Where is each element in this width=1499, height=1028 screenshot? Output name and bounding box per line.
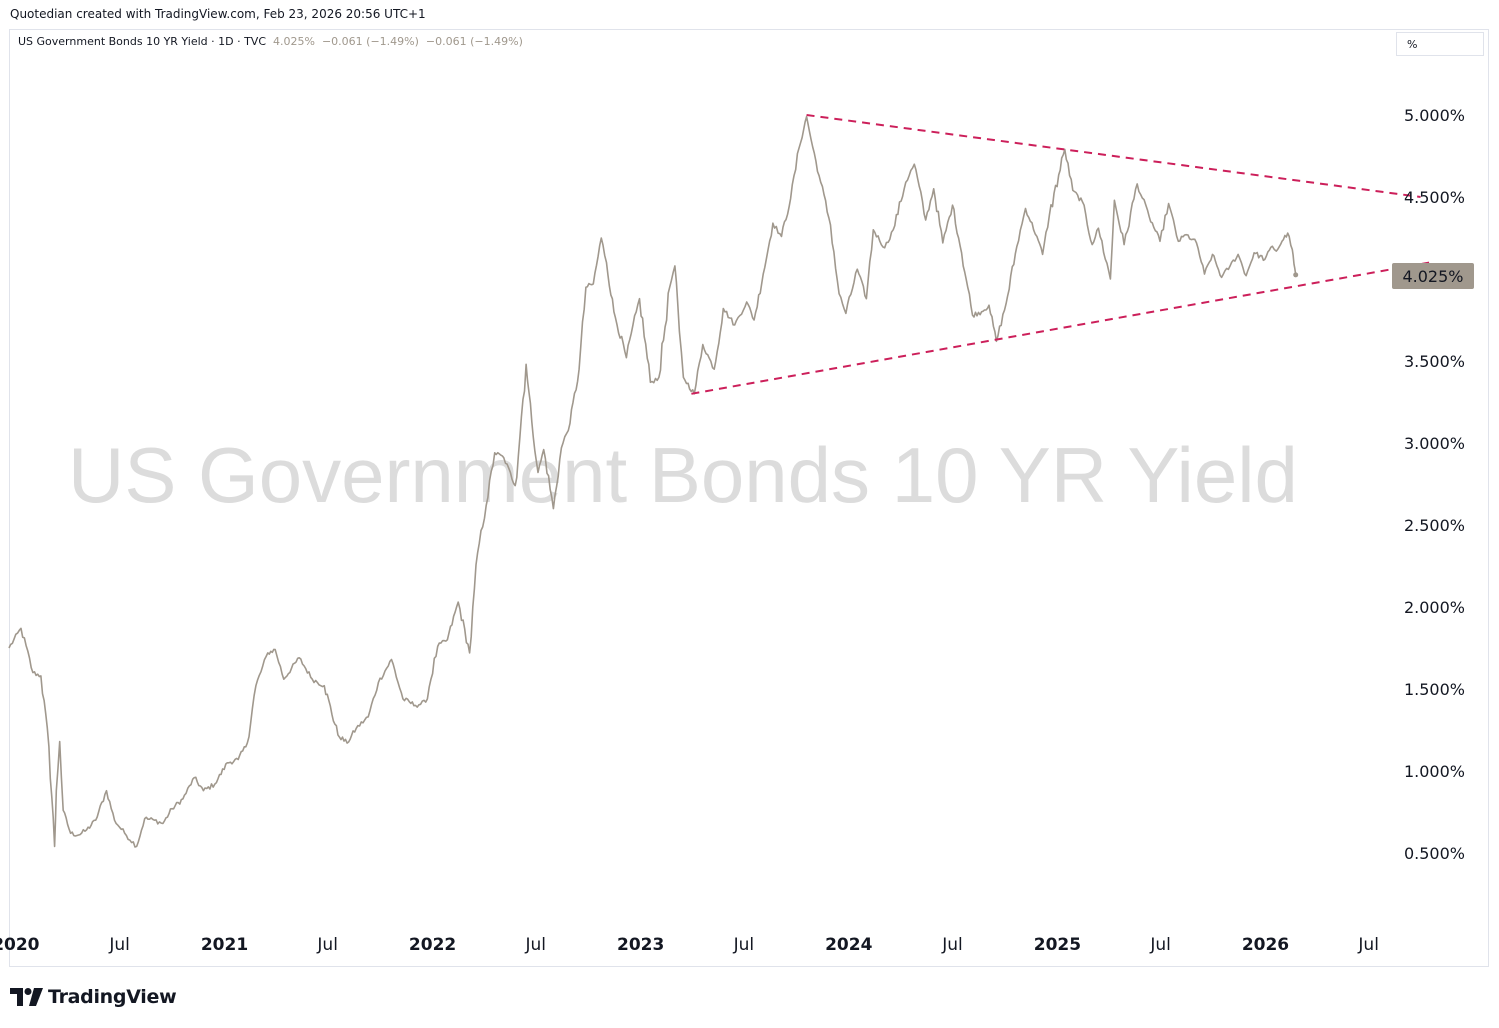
x-tick-label: Jul: [316, 935, 338, 955]
symbol-watermark: US Government Bonds 10 YR Yield: [68, 431, 1298, 519]
x-tick-label: 2022: [409, 935, 456, 955]
trendline-layer: [691, 114, 1430, 395]
y-tick-label: 3.000%: [1404, 434, 1465, 453]
y-tick-label: 1.500%: [1404, 680, 1465, 699]
x-tick-label: 2025: [1034, 935, 1081, 955]
legend-change: −0.061 (−1.49%): [321, 35, 419, 48]
last-price-badge: [1392, 263, 1474, 289]
tradingview-logo-text: TradingView: [48, 986, 177, 1008]
y-tick-label: 4.500%: [1404, 188, 1465, 207]
legend-symbol[interactable]: US Government Bonds 10 YR Yield · 1D · T…: [18, 35, 266, 48]
tradingview-logo[interactable]: TradingView: [10, 986, 177, 1008]
price-unit-selector[interactable]: %: [1396, 32, 1484, 56]
chart-frame: [9, 29, 1489, 967]
x-tick-label: 2021: [201, 935, 248, 955]
y-tick-label: 0.500%: [1404, 844, 1465, 863]
x-tick-label: Jul: [108, 935, 130, 955]
x-tick-label: Jul: [525, 935, 547, 955]
x-tick-label: 2020: [0, 935, 40, 955]
tradingview-logo-icon: [10, 988, 43, 1006]
last-price-label: 4.025%: [1402, 267, 1463, 286]
x-tick-label: Jul: [733, 935, 755, 955]
x-tick-label: 2026: [1242, 935, 1289, 955]
x-tick-label: Jul: [941, 935, 963, 955]
chart-credit: Quotedian created with TradingView.com, …: [10, 7, 426, 21]
last-point-dot: [1293, 272, 1299, 278]
chart-legend[interactable]: US Government Bonds 10 YR Yield · 1D · T…: [18, 35, 523, 48]
series-layer: [8, 115, 1299, 848]
series-line: [8, 115, 1297, 848]
x-tick-label: Jul: [1357, 935, 1379, 955]
upper-trendline: [806, 114, 1421, 198]
time-axis: 2020 Jul 2021 Jul 2022 Jul 2023 Jul 2024 Jul 2025 J…: [0, 935, 1379, 955]
y-tick-label: 5.000%: [1404, 106, 1465, 125]
y-tick-label: 2.000%: [1404, 598, 1465, 617]
legend-change-2: −0.061 (−1.49%): [425, 35, 523, 48]
price-badge-layer: 4.025%: [1392, 263, 1474, 289]
legend-last: 4.025%: [273, 35, 315, 48]
y-tick-label: 3.500%: [1404, 352, 1465, 371]
x-tick-label: 2023: [617, 935, 664, 955]
y-tick-label: 2.500%: [1404, 516, 1465, 535]
lower-trendline: [691, 261, 1430, 395]
price-axis: 5.000%4.500%4.000%3.500%3.000%2.500%2.00…: [1404, 106, 1465, 863]
y-tick-label: 1.000%: [1404, 762, 1465, 781]
x-tick-label: Jul: [1149, 935, 1171, 955]
x-tick-label: 2024: [825, 935, 872, 955]
